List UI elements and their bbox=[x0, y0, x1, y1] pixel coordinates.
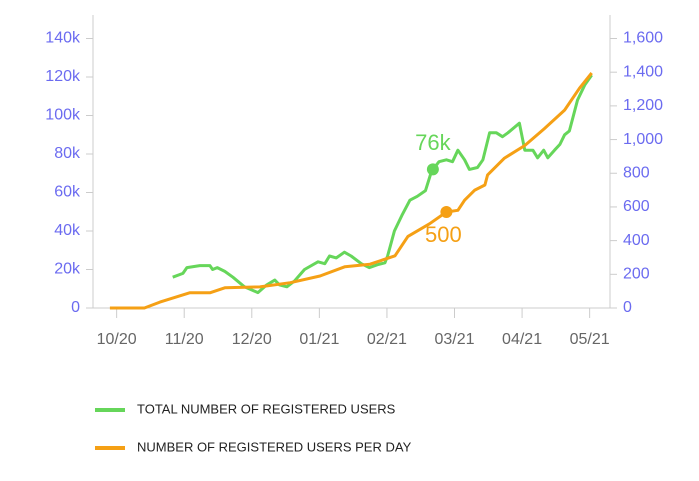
y2-tick-label: 1,200 bbox=[623, 97, 663, 114]
y2-tick-label: 600 bbox=[623, 198, 650, 215]
y2-tick-label: 0 bbox=[623, 299, 632, 316]
highlight-point bbox=[440, 205, 453, 218]
y-tick-label: 40k bbox=[54, 222, 81, 239]
series-line bbox=[172, 74, 593, 295]
annotation-label: 76k bbox=[415, 130, 451, 155]
highlight-point bbox=[426, 163, 439, 176]
x-tick-label: 01/21 bbox=[299, 331, 339, 348]
x-tick-label: 11/20 bbox=[165, 331, 204, 348]
annotation-label: 500 bbox=[425, 222, 462, 247]
y-tick-label: 0 bbox=[71, 299, 80, 316]
y2-tick-label: 1,400 bbox=[623, 63, 663, 80]
x-tick-label: 05/21 bbox=[570, 331, 610, 348]
legend-label: NUMBER OF REGISTERED USERS PER DAY bbox=[137, 439, 412, 454]
x-tick-label: 04/21 bbox=[502, 331, 542, 348]
x-tick-label: 12/20 bbox=[232, 331, 272, 348]
y-tick-label: 20k bbox=[54, 261, 81, 278]
legend-label: TOTAL NUMBER OF REGISTERED USERS bbox=[137, 401, 396, 416]
y2-tick-label: 1,000 bbox=[623, 131, 663, 148]
y-tick-label: 60k bbox=[54, 184, 81, 201]
y-tick-label: 140k bbox=[45, 30, 81, 47]
y2-tick-label: 400 bbox=[623, 232, 650, 249]
y2-tick-label: 800 bbox=[623, 164, 650, 181]
y2-tick-label: 1,600 bbox=[623, 30, 663, 47]
y-tick-label: 120k bbox=[45, 68, 81, 85]
y-tick-label: 80k bbox=[54, 145, 81, 162]
series-line bbox=[109, 72, 593, 310]
x-tick-label: 10/20 bbox=[97, 331, 137, 348]
x-tick-label: 03/21 bbox=[434, 331, 474, 348]
y-tick-label: 100k bbox=[45, 107, 81, 124]
y2-tick-label: 200 bbox=[623, 266, 650, 283]
x-tick-label: 02/21 bbox=[367, 331, 407, 348]
